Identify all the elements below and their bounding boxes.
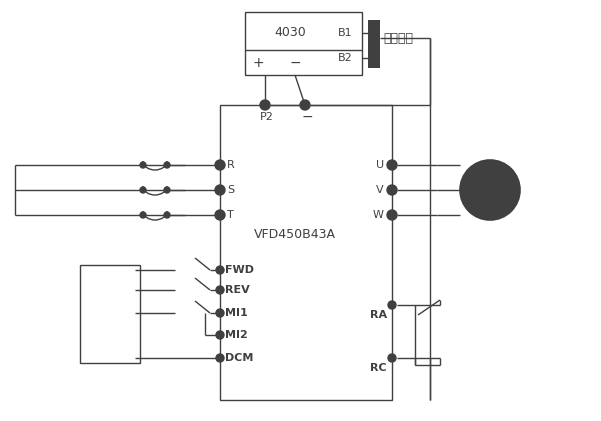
- Circle shape: [388, 354, 396, 362]
- Text: RC: RC: [370, 363, 387, 373]
- Circle shape: [164, 212, 170, 218]
- Text: RA: RA: [370, 310, 387, 320]
- Circle shape: [164, 162, 170, 168]
- Text: +: +: [252, 56, 264, 70]
- Circle shape: [388, 301, 396, 309]
- Circle shape: [216, 354, 224, 362]
- Circle shape: [215, 160, 225, 170]
- Text: U: U: [376, 160, 384, 170]
- Text: 4030: 4030: [274, 27, 306, 40]
- Circle shape: [164, 187, 170, 193]
- Text: B1: B1: [338, 28, 353, 38]
- Text: V: V: [376, 185, 384, 195]
- Circle shape: [216, 266, 224, 274]
- Text: T: T: [227, 210, 234, 220]
- Circle shape: [260, 100, 270, 110]
- Text: FWD: FWD: [225, 265, 254, 275]
- Text: VFD450B43A: VFD450B43A: [254, 229, 336, 242]
- Circle shape: [216, 331, 224, 339]
- Circle shape: [140, 212, 146, 218]
- Circle shape: [300, 100, 310, 110]
- Text: REV: REV: [225, 285, 250, 295]
- Text: W: W: [373, 210, 384, 220]
- Bar: [220, 105, 392, 400]
- Circle shape: [140, 187, 146, 193]
- Text: B2: B2: [338, 53, 353, 63]
- Bar: [80, 265, 140, 363]
- Circle shape: [215, 185, 225, 195]
- Text: −: −: [289, 56, 301, 70]
- Text: 制动电阻: 制动电阻: [383, 32, 413, 45]
- Circle shape: [387, 185, 397, 195]
- Circle shape: [216, 286, 224, 294]
- Text: DCM: DCM: [225, 353, 254, 363]
- Text: P2: P2: [260, 112, 274, 122]
- Text: MI2: MI2: [225, 330, 248, 340]
- Text: S: S: [227, 185, 234, 195]
- Text: MI1: MI1: [225, 308, 248, 318]
- Circle shape: [387, 160, 397, 170]
- Bar: [245, 12, 362, 75]
- Circle shape: [215, 210, 225, 220]
- Circle shape: [460, 160, 520, 220]
- Text: R: R: [227, 160, 235, 170]
- Text: −: −: [302, 110, 314, 124]
- Circle shape: [140, 162, 146, 168]
- Bar: [368, 20, 380, 68]
- Circle shape: [387, 210, 397, 220]
- Text: M: M: [483, 182, 498, 197]
- Circle shape: [216, 309, 224, 317]
